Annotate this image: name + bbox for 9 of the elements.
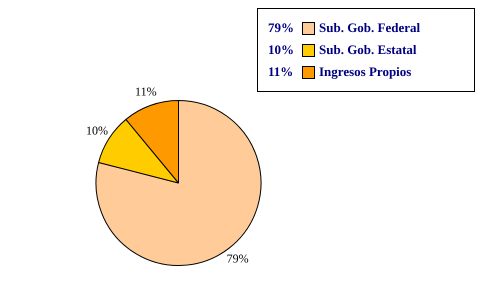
data-label: 10% — [86, 123, 108, 138]
data-label: 11% — [135, 84, 157, 98]
text: 10% — [268, 42, 294, 57]
legend-label: Sub. Gob. Estatal — [319, 42, 417, 58]
legend-label: Sub. Gob. Federal — [319, 20, 420, 36]
text: 11% — [268, 64, 294, 79]
text: 79% — [268, 20, 294, 35]
legend-label: Ingresos Propios — [319, 64, 412, 80]
data-label: 79% — [226, 251, 249, 266]
